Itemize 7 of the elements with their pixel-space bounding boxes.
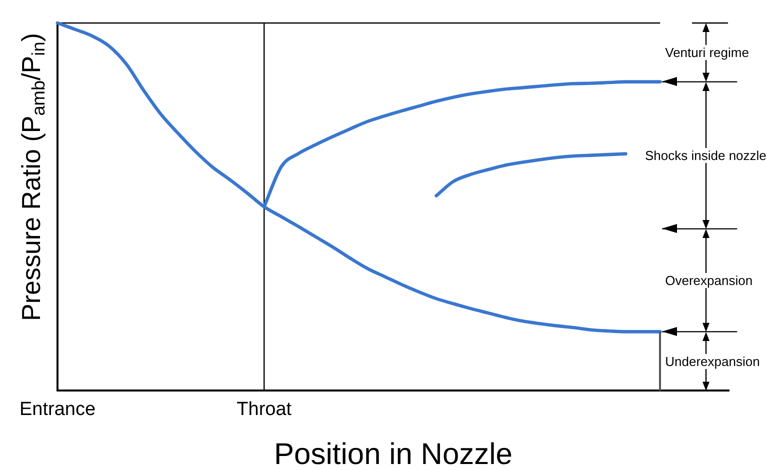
annotation: Underexpansion bbox=[664, 354, 761, 369]
x-tick-label: Throat bbox=[236, 399, 292, 420]
x-tick-label: Entrance bbox=[19, 399, 96, 420]
x-axis-title: Position in Nozzle bbox=[274, 438, 512, 470]
annotation: Venturi regime bbox=[664, 44, 750, 60]
annotation: Overexpansion bbox=[664, 272, 754, 288]
annotation: Shocks inside nozzle bbox=[644, 148, 767, 163]
